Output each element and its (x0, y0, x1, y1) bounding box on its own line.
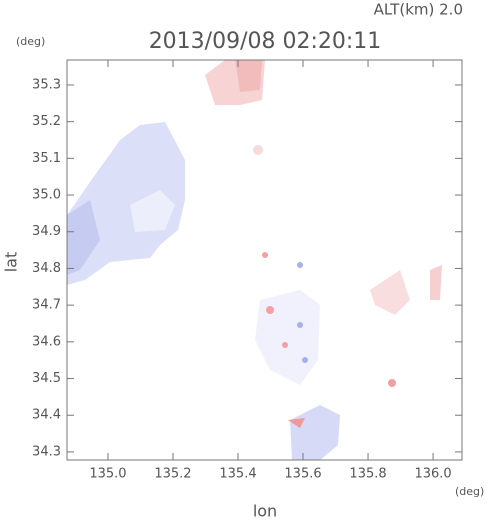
y-axis-label: lat (2, 252, 21, 273)
y-tick-label: 34.4 (32, 408, 61, 423)
altitude-label: ALT(km) 2.0 (374, 1, 463, 19)
y-tick-label: 35.1 (32, 151, 61, 166)
x-tick-label: 136.0 (414, 467, 451, 482)
chart-title: 2013/09/08 02:20:11 (149, 29, 382, 54)
x-tick-label: 135.8 (349, 467, 386, 482)
x-tick-label: 135.0 (89, 467, 126, 482)
x-tick-label: 135.4 (219, 467, 256, 482)
y-tick-label: 35.2 (32, 114, 61, 129)
y-tick-label: 34.9 (32, 224, 61, 239)
y-tick-label: 34.8 (32, 261, 61, 276)
y-tick-label: 35.0 (32, 188, 61, 203)
x-unit: (deg) (455, 485, 484, 498)
y-tick-label: 34.7 (32, 298, 61, 313)
y-tick-label: 34.5 (32, 371, 61, 386)
y-unit: (deg) (16, 35, 45, 48)
y-tick-label: 35.3 (32, 77, 61, 92)
y-tick-label: 34.3 (32, 444, 61, 459)
y-tick-label: 34.6 (32, 334, 61, 349)
x-tick-label: 135.6 (284, 467, 321, 482)
x-axis-label: lon (253, 502, 277, 521)
plot-frame (66, 59, 463, 461)
echo-field (67, 60, 442, 460)
x-tick-label: 135.2 (154, 467, 191, 482)
